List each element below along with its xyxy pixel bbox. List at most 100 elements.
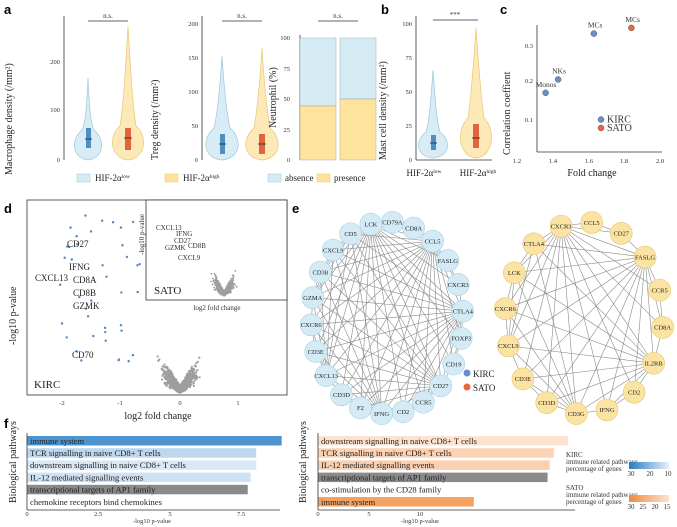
inset-point (229, 289, 232, 292)
mast-cell-violin-plot: Mast cell density (/mm²) 0 25 50 75 100 … (378, 11, 496, 178)
kirc-node-label: CD8A (405, 225, 422, 232)
volcano-point (177, 383, 180, 386)
treg-tick-3: 150 (188, 55, 198, 62)
kirc-edge (402, 241, 433, 412)
sato-node-label: CD3E (515, 376, 531, 383)
inset-point (223, 293, 226, 296)
sato-edge (508, 243, 535, 346)
kirc-node-lck: LCK (359, 212, 383, 236)
neutrophil-tick-4: 100 (280, 35, 290, 42)
kirc-gradient-bar (629, 462, 669, 469)
correlation-scatter-plot: Correlation coeffient Fold change 1.2 1.… (502, 15, 664, 179)
volcano-point (180, 384, 183, 387)
kirc-pathway-bar-label: chemokine receptors bind chemokines (30, 497, 163, 507)
treg-tick-0: 0 (195, 157, 198, 164)
sato-node-label: IFNG (599, 407, 614, 414)
mast-box-high (473, 124, 479, 148)
legend-presence-text: presence (334, 173, 365, 183)
sato-edge (560, 226, 577, 414)
volcano-point (190, 378, 193, 381)
kirc-edge (350, 233, 463, 312)
volcano-point (171, 378, 174, 381)
inset-point (216, 288, 219, 291)
volcano-point (182, 379, 185, 382)
kirc-edge (312, 240, 433, 298)
mast-tick-1: 25 (406, 123, 413, 130)
volcano-point-sig (60, 322, 64, 325)
kirc-edge (312, 297, 327, 376)
volcano-point-sig (58, 283, 62, 287)
kirc-node-label: CXCL13 (314, 373, 338, 380)
inset-point (214, 274, 217, 277)
volcano-point-sig (111, 221, 115, 224)
kirc-legend-title: KIRC (566, 451, 583, 459)
treg-tick-4: 200 (188, 21, 198, 28)
kirc-pathway-bar-rect (27, 460, 257, 470)
kirc-pathway-bar-4: transcriptional targets of AP1 family (27, 485, 248, 495)
inset-point (229, 286, 232, 288)
sato-node-label: CCL5 (584, 220, 600, 227)
volcano-point-sig (84, 307, 88, 310)
sato-pathway-bar-3: transcriptional targets of AP1 family (318, 472, 548, 482)
sato-edge (514, 256, 646, 274)
volcano-xtick-0: -2 (59, 400, 64, 407)
inset-point (219, 285, 222, 288)
sato-edge (644, 257, 654, 364)
volcano-point-sig (90, 299, 93, 302)
sato-node-label: CTLA4 (524, 241, 545, 248)
inset-gene-cxcl13: CXCL13 (156, 224, 182, 232)
kirc-node-circle (304, 340, 328, 363)
kirc-edge (326, 310, 463, 376)
inset-point (235, 285, 238, 288)
sato-edge (505, 225, 562, 309)
legend-sato-label: SATO (473, 383, 496, 393)
sato-node-label: CXCR6 (495, 306, 517, 313)
treg-violin-low (205, 55, 239, 161)
volcano-point (170, 376, 174, 379)
scatter-xlabel: Fold change (567, 168, 617, 179)
scatter-point-monos-3 (542, 89, 549, 97)
volcano-point (165, 375, 168, 379)
kirc-node-label: CXCR3 (448, 282, 469, 289)
macrophage-violin-high (112, 25, 144, 161)
volcano-point (165, 365, 168, 368)
sato-node-circle (622, 380, 646, 404)
kirc-edge (320, 271, 441, 387)
legend-kirc-dot (463, 369, 471, 377)
sato-node-ifng: IFNG (595, 398, 619, 422)
volcano-xtick-2: 0 (178, 400, 181, 407)
panel-label-e: e (292, 201, 299, 216)
inset-gene-cxcl9: CXCL9 (178, 254, 201, 262)
sato-node-ccl5: CCL5 (580, 211, 604, 234)
gene-label-ifng: IFNG (69, 262, 91, 272)
sato-edge (546, 226, 562, 403)
kirc-node-label: CXCR6 (301, 322, 323, 329)
kirc-edge (325, 233, 351, 376)
sato-edge (505, 308, 654, 364)
sato-node-il2rb: IL2RB (642, 351, 665, 375)
sato-node-cd3d: CD3D (535, 391, 559, 414)
kirc-edge (320, 223, 372, 273)
mast-violin-high (460, 27, 492, 159)
kirc-edge (350, 233, 382, 414)
kirc-edge (310, 324, 382, 414)
panel-a-legend: HIF-2αlow HIF-2αhigh absence presence (76, 173, 365, 183)
sato-edge (514, 272, 577, 414)
volcano-point (192, 368, 195, 371)
kirc-legend-sub1: immune related pathways (566, 458, 638, 466)
volcano-point-sig (76, 243, 79, 246)
scatter-xtick-3: 1.8 (620, 158, 628, 165)
kirc-node-faslg: FASLG (436, 249, 460, 272)
volcano-cohort-label: KIRC (34, 379, 60, 391)
scatter-label-monos-3: Monos (536, 80, 557, 89)
volcano-point-sig (127, 360, 130, 363)
macrophage-box-high (125, 128, 131, 150)
scatter-label-sato-5: SATO (607, 123, 632, 134)
inset-gene-ifng: IFNG (176, 230, 192, 238)
volcano-point-sig (70, 258, 74, 261)
scatter-point-kirc-4 (597, 116, 605, 123)
sato-node-circle (549, 214, 573, 238)
volcano-point (167, 378, 170, 381)
mast-tick-0: 0 (409, 157, 412, 164)
kirc-node-circle (442, 352, 466, 376)
